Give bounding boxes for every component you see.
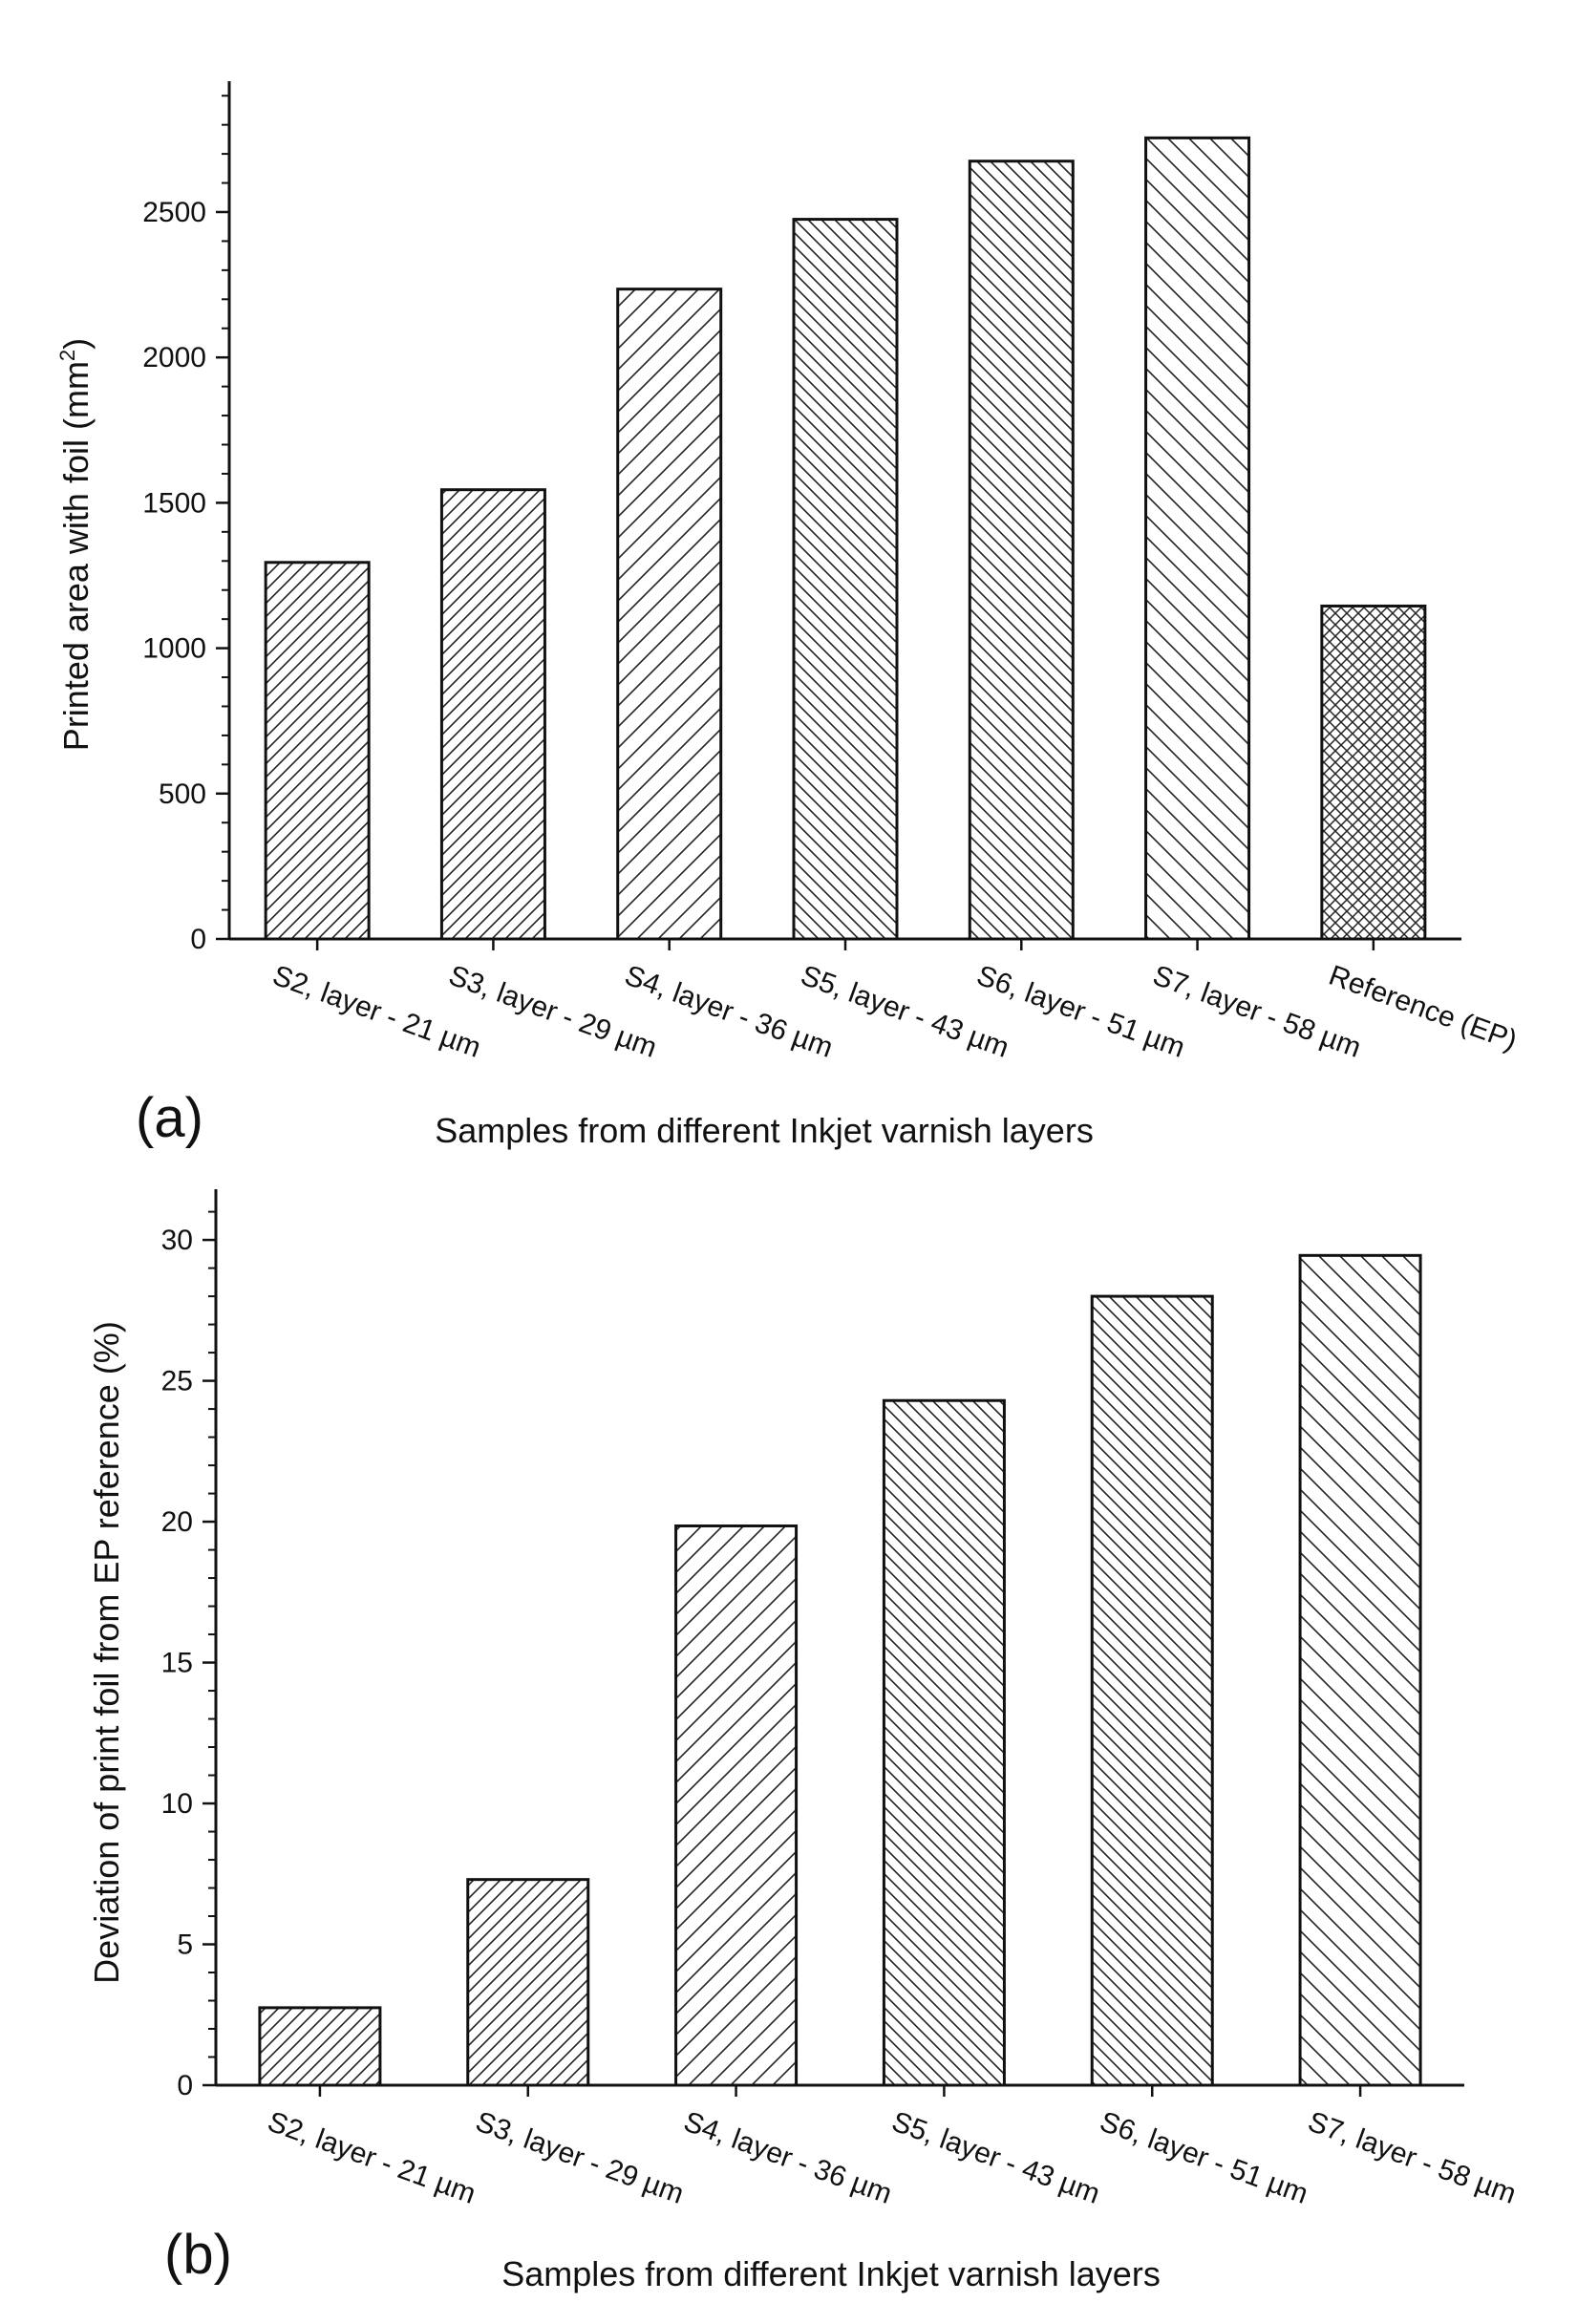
- bar-a-4: [792, 218, 899, 941]
- x-tick-label-b-1: S2, layer - 21 µm: [264, 2106, 480, 2210]
- x-axis-label-a: Samples from different Inkjet varnish la…: [435, 1111, 1094, 1150]
- bars-b: [258, 1253, 1422, 2087]
- y-tick-label-b-5: 20: [161, 1506, 193, 1538]
- bar-a-2: [439, 488, 546, 941]
- y-tick-label-a-2: 500: [159, 778, 206, 810]
- bar-a-7: [1320, 604, 1427, 941]
- y-tick-label-b-3: 10: [161, 1788, 193, 1820]
- bar-a-3: [616, 288, 723, 941]
- bar-b-6: [1298, 1253, 1422, 2087]
- x-tick-label-b-5: S6, layer - 51 µm: [1096, 2106, 1312, 2210]
- y-tick-label-b-4: 15: [161, 1648, 193, 1679]
- bar-a-5: [968, 160, 1075, 941]
- x-axis-label-b: Samples from different Inkjet varnish la…: [501, 2254, 1161, 2293]
- y-tick-label-a-4: 1500: [142, 487, 206, 519]
- bar-b-3: [674, 1524, 799, 2087]
- bar-b-1: [258, 2006, 382, 2087]
- tick-labels-b: 0 5 10 15 20 25 30: [161, 1225, 193, 2101]
- panel-label-a: (a): [136, 1087, 203, 1149]
- y-tick-label-a-6: 2500: [142, 197, 206, 228]
- x-tick-label-b-6: S7, layer - 58 µm: [1304, 2106, 1521, 2210]
- x-tick-label-b-2: S3, layer - 29 µm: [472, 2106, 689, 2210]
- y-tick-label-a-3: 1000: [142, 633, 206, 665]
- y-axis-label-a: Printed area with foil (mm2): [55, 338, 96, 751]
- y-tick-label-b-2: 5: [177, 1930, 193, 1961]
- y-tick-label-b-7: 30: [161, 1225, 193, 1256]
- y-tick-label-b-6: 25: [161, 1366, 193, 1397]
- y-axis-label-b: Deviation of print foil from EP referenc…: [87, 1321, 126, 1984]
- y-tick-label-b-1: 0: [177, 2070, 193, 2101]
- y-tick-label-a-1: 0: [190, 924, 206, 955]
- bar-a-6: [1144, 136, 1251, 941]
- bar-a-1: [264, 561, 371, 941]
- chart-panel-a: 0 500 1000 1500 2000 2500 S2, layer - 21 µmS3…: [55, 81, 1521, 1150]
- y-tick-label-a-5: 2000: [142, 342, 206, 373]
- bar-b-2: [466, 1878, 590, 2087]
- x-tick-label-b-3: S4, layer - 36 µm: [679, 2106, 896, 2210]
- panel-label-b: (b): [164, 2224, 232, 2286]
- bar-b-4: [882, 1398, 1006, 2087]
- bar-b-5: [1090, 1294, 1214, 2087]
- bars-a: [264, 136, 1427, 941]
- tick-labels-a: 0 500 1000 1500 2000 2500: [142, 197, 206, 955]
- x-tick-label-b-4: S5, layer - 43 µm: [887, 2106, 1104, 2210]
